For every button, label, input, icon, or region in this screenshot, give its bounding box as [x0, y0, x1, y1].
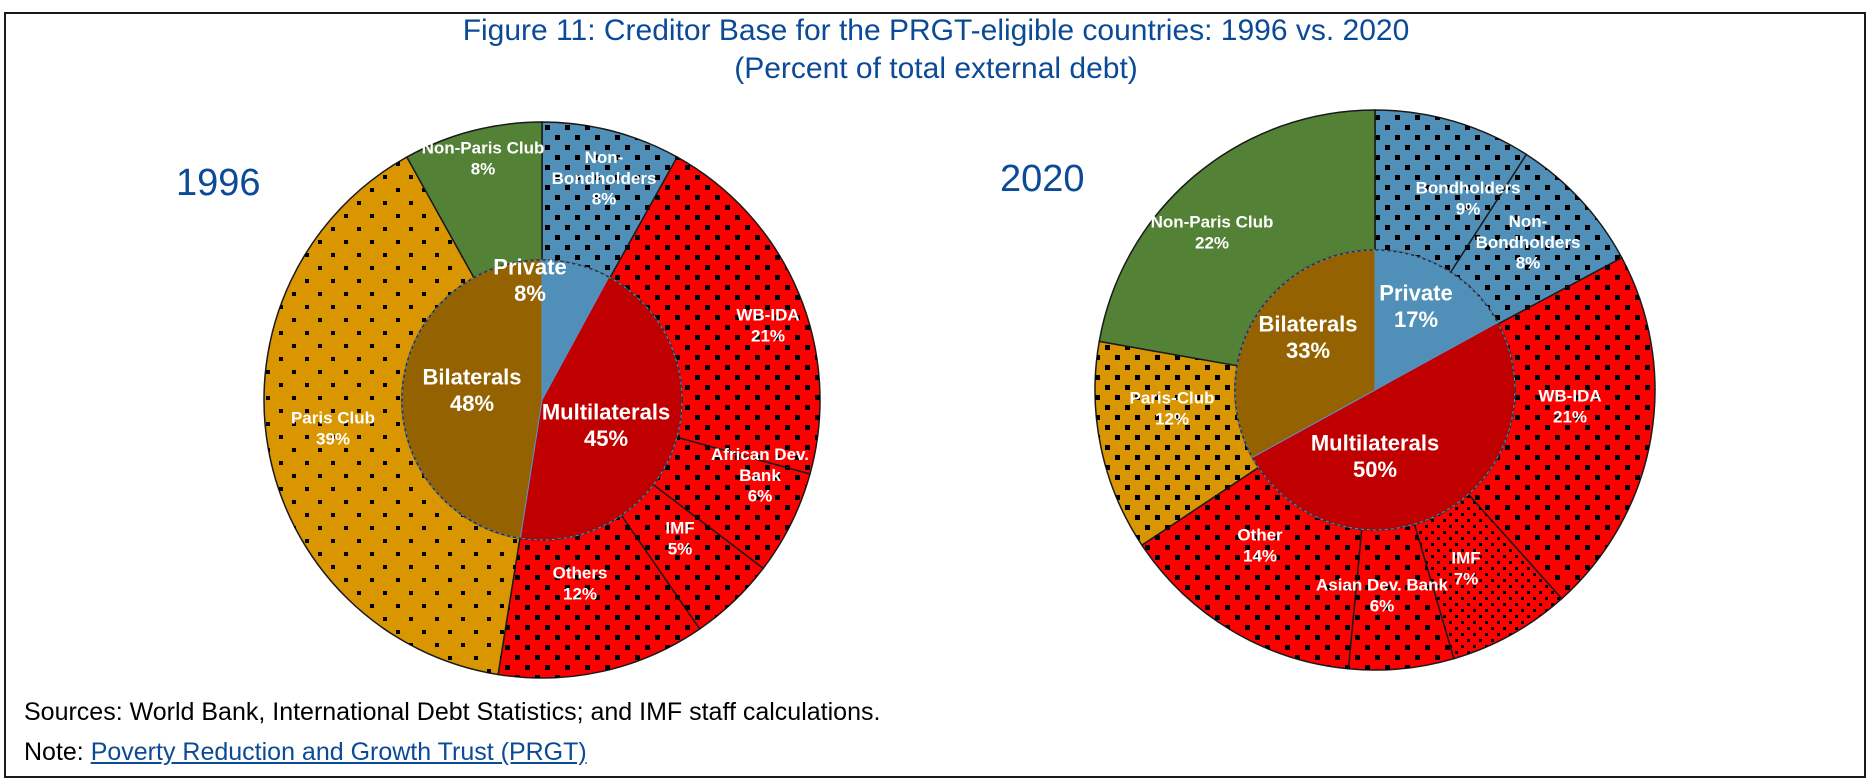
outer-non-paris-club-label: Non-Paris Club [422, 139, 545, 158]
outer-others-value: 12% [563, 584, 597, 603]
outer-paris-club-value: 12% [1155, 409, 1189, 428]
outer-non-bondholders-value: 8% [592, 190, 617, 209]
inner-private-label: Private [493, 254, 566, 279]
prgt-link[interactable]: Poverty Reduction and Growth Trust (PRGT… [90, 738, 587, 766]
outer-paris-club-label: Paris Club [291, 409, 375, 428]
outer-wb-ida-label: WB-IDA [736, 306, 799, 325]
outer-slice-pattern-other [1141, 467, 1362, 669]
outer-other-label: Other [1237, 526, 1283, 545]
outer-slice-pattern-imf [1414, 494, 1562, 659]
outer-slice-pattern-asian-dev-bank [1348, 524, 1454, 670]
outer-non-bondholders-label: Non- [1509, 212, 1548, 231]
outer-slice-pattern-paris-club [1095, 341, 1259, 546]
outer-non-bondholders-label: Bondholders [1476, 233, 1581, 252]
outer-african-dev-bank-label: African Dev. [711, 445, 809, 464]
outer-paris-club-label: Paris-Club [1129, 389, 1214, 408]
inner-ring-border [401, 259, 683, 541]
outer-asian-dev-bank-value: 6% [1370, 596, 1395, 615]
footnote: Note: Poverty Reduction and Growth Trust… [24, 738, 587, 767]
outer-slice-pattern-non-bondholders [1450, 154, 1622, 324]
inner-private-label: Private [1379, 280, 1452, 305]
inner-multilaterals-label: Multilaterals [1311, 430, 1439, 455]
outer-others-label: Others [553, 564, 608, 583]
outer-wb-ida-value: 21% [1553, 407, 1587, 426]
year-label-2020: 2020 [1000, 158, 1085, 200]
outer-slice-pattern-bondholders [1375, 110, 1527, 273]
outer-wb-ida-label: WB-IDA [1538, 387, 1601, 406]
inner-bilaterals-value: 48% [450, 391, 494, 416]
outer-imf-label: IMF [665, 519, 694, 538]
outer-paris-club-value: 39% [316, 429, 350, 448]
inner-multilaterals-value: 50% [1353, 457, 1397, 482]
inner-ring-border [1234, 249, 1516, 531]
outer-non-paris-club-value: 22% [1195, 233, 1229, 252]
outer-slice-pattern-others [498, 515, 700, 678]
outer-bondholders-value: 9% [1456, 199, 1481, 218]
sources-note: Sources: World Bank, International Debt … [24, 698, 881, 726]
outer-imf-value: 5% [668, 539, 693, 558]
outer-slice-pattern-african-dev-bank [653, 437, 810, 569]
inner-multilaterals-value: 45% [584, 426, 628, 451]
inner-bilaterals-label: Bilaterals [422, 364, 521, 389]
outer-imf-value: 7% [1454, 569, 1479, 588]
outer-slice-pattern-paris-club [264, 157, 520, 675]
inner-private-value: 8% [514, 281, 546, 306]
outer-non-bondholders-label: Bondholders [552, 169, 657, 188]
outer-bondholders-label: Bondholders [1416, 179, 1521, 198]
donut-1996: Private8%Multilaterals45%Bilaterals48%No… [263, 121, 821, 679]
outer-non-paris-club-value: 8% [471, 159, 496, 178]
outer-slice-pattern-imf [621, 484, 764, 629]
chart-subtitle: (Percent of total external debt) [734, 52, 1138, 85]
year-label-1996: 1996 [176, 162, 261, 204]
inner-bilaterals-label: Bilaterals [1258, 311, 1357, 336]
outer-wb-ida-value: 21% [751, 326, 785, 345]
inner-slice-multilaterals [1251, 321, 1516, 530]
outer-slice-pattern-non-bondholders [542, 122, 678, 278]
outer-slice-pattern-wb-ida [610, 157, 820, 475]
outer-slice-pattern-wb-ida [1468, 257, 1655, 599]
outer-other-value: 14% [1243, 546, 1277, 565]
outer-imf-label: IMF [1451, 549, 1480, 568]
inner-private-value: 17% [1394, 307, 1438, 332]
outer-non-bondholders-label: Non- [585, 148, 624, 167]
outer-asian-dev-bank-label: Asian Dev. Bank [1316, 576, 1449, 595]
note-prefix: Note: [24, 738, 91, 766]
chart-title: Figure 11: Creditor Base for the PRGT-el… [462, 14, 1410, 47]
outer-non-bondholders-value: 8% [1516, 254, 1541, 273]
inner-bilaterals-value: 33% [1286, 338, 1330, 363]
outer-non-paris-club-label: Non-Paris Club [1151, 213, 1274, 232]
outer-african-dev-bank-label: Bank [739, 466, 781, 485]
outer-african-dev-bank-value: 6% [748, 487, 773, 506]
inner-multilaterals-label: Multilaterals [542, 399, 670, 424]
